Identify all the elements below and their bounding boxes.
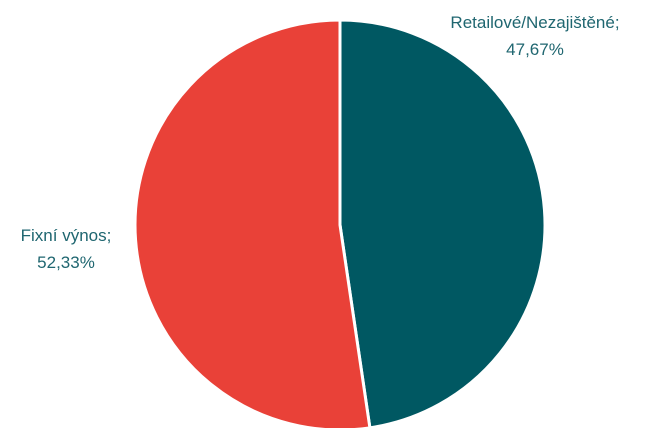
slice-label-fixed-income-value: 52,33% <box>37 253 95 272</box>
pie-slice-0 <box>338 18 547 428</box>
slice-label-fixed-income: Fixní výnos; 52,33% <box>21 226 112 272</box>
pie-slice-1 <box>133 18 372 428</box>
slice-label-fixed-income-name: Fixní výnos; <box>21 226 112 245</box>
slice-label-retail-name: Retailové/Nezajištěné; <box>450 13 619 32</box>
slice-label-retail: Retailové/Nezajištěné; 47,67% <box>450 13 619 59</box>
slice-label-retail-value: 47,67% <box>506 40 564 59</box>
pie-slices <box>133 18 547 428</box>
